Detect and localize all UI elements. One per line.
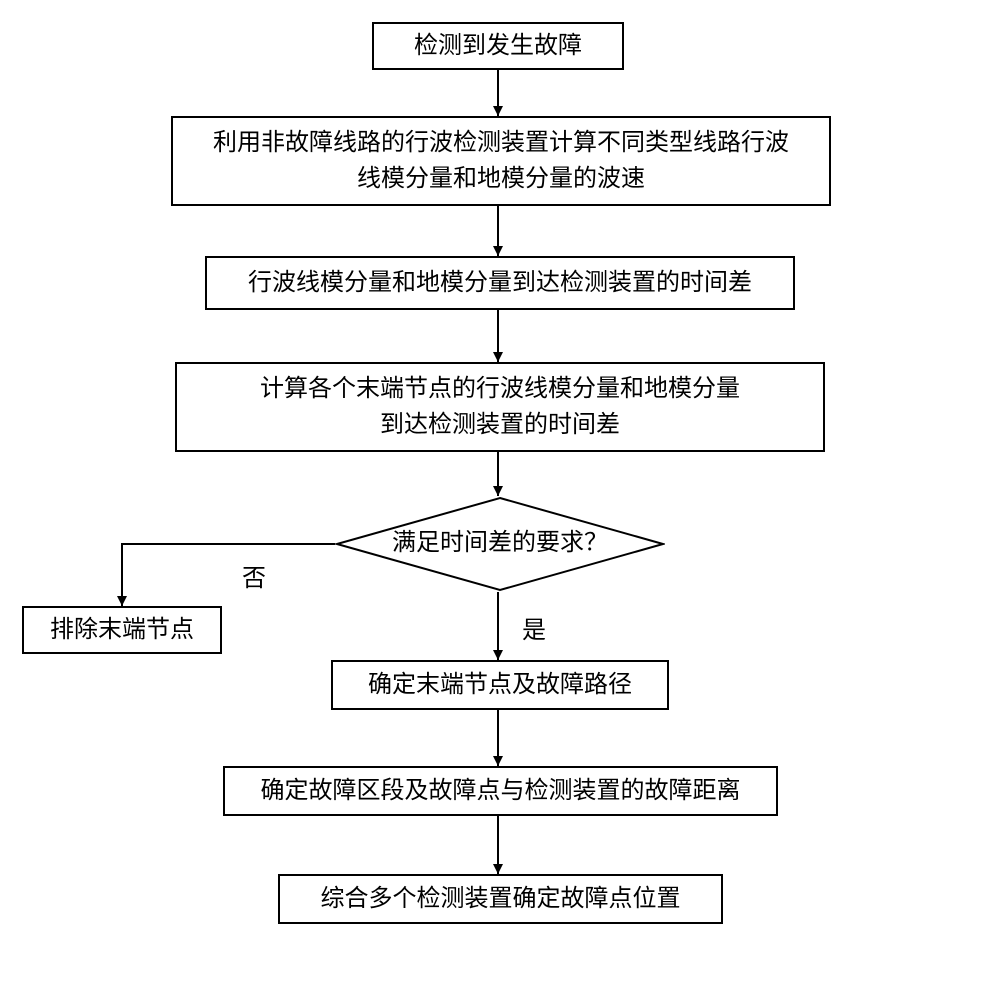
node-calc-wave-speed: 利用非故障线路的行波检测装置计算不同类型线路行波 线模分量和地模分量的波速 (171, 116, 831, 206)
flowchart-canvas: 检测到发生故障 利用非故障线路的行波检测装置计算不同类型线路行波 线模分量和地模… (0, 0, 995, 1000)
node-detect-fault: 检测到发生故障 (372, 22, 624, 70)
decision-time-requirement: 满足时间差的要求？ (335, 496, 665, 592)
node-text: 确定故障区段及故障点与检测装置的故障距离 (261, 773, 741, 809)
node-exclude-end: 排除末端节点 (22, 606, 222, 654)
node-determine-path: 确定末端节点及故障路径 (331, 660, 669, 710)
node-text: 确定末端节点及故障路径 (368, 667, 632, 703)
node-text: 利用非故障线路的行波检测装置计算不同类型线路行波 线模分量和地模分量的波速 (213, 125, 789, 197)
label-text: 否 (242, 566, 266, 592)
node-text: 检测到发生故障 (414, 28, 582, 64)
node-text: 行波线模分量和地模分量到达检测装置的时间差 (248, 265, 752, 301)
label-text: 是 (522, 618, 546, 644)
node-text: 计算各个末端节点的行波线模分量和地模分量 到达检测装置的时间差 (260, 371, 740, 443)
node-determine-section: 确定故障区段及故障点与检测装置的故障距离 (223, 766, 778, 816)
node-combine-devices: 综合多个检测装置确定故障点位置 (278, 874, 723, 924)
node-time-diff: 行波线模分量和地模分量到达检测装置的时间差 (205, 256, 795, 310)
node-calc-end-time-diff: 计算各个末端节点的行波线模分量和地模分量 到达检测装置的时间差 (175, 362, 825, 452)
node-text: 综合多个检测装置确定故障点位置 (321, 881, 681, 917)
node-text: 排除末端节点 (50, 612, 194, 648)
label-yes: 是 (522, 610, 546, 645)
label-no: 否 (242, 558, 266, 593)
node-text: 满足时间差的要求？ (392, 527, 608, 561)
